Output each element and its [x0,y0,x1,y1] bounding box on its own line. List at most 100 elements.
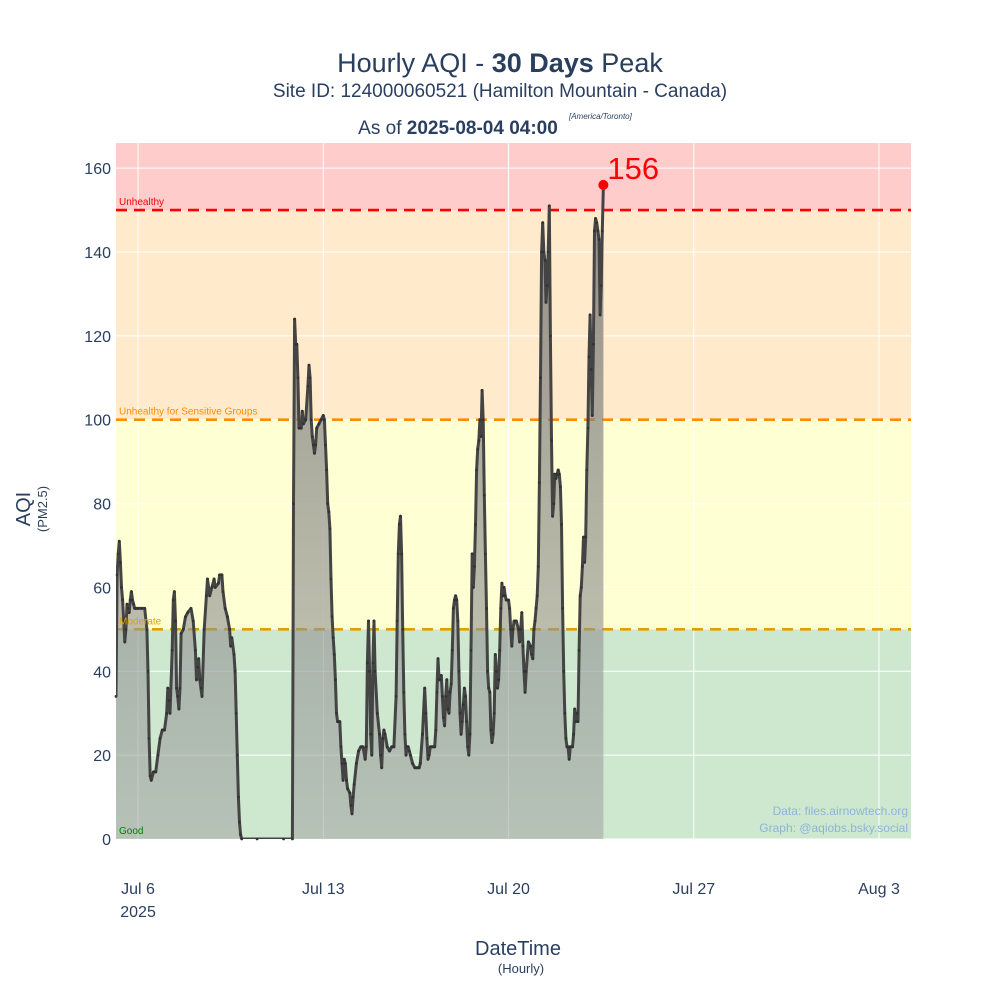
series-point [521,644,525,648]
series-point [454,594,457,598]
as-of-line: As of 2025-08-04 04:00 [358,118,558,139]
band-moderate [116,419,911,630]
series-point [413,766,417,770]
x-tick-label: Aug 3 [858,881,900,898]
series-point [568,745,572,749]
series-point [550,439,553,443]
series-point [221,590,225,593]
series-point [179,632,183,635]
series-point [300,409,304,413]
series-point [199,686,203,690]
series-point [331,636,335,640]
series-point [351,795,355,799]
series-point [567,757,571,761]
series-point [484,552,487,556]
series-point [170,648,174,652]
series-point [511,628,515,631]
series-point [481,418,485,422]
series-point [237,795,240,799]
series-point [576,720,580,723]
series-point [493,653,497,656]
series-point [147,737,151,740]
y-tick-label: 0 [102,832,111,849]
series-point [524,669,528,673]
series-point [529,644,532,648]
series-point [160,728,164,732]
series-point [446,707,450,711]
series-point [564,737,568,740]
series-point [518,640,521,644]
series-point [530,653,534,656]
series-point [315,426,319,430]
series-point [527,640,530,644]
series-point [191,619,195,623]
series-point [363,757,367,761]
timezone-label: [America/Toronto] [568,112,633,121]
series-point [206,577,209,581]
series-point [394,695,398,698]
series-point [587,355,591,359]
series-point [181,628,185,631]
series-point [519,628,523,631]
series-point [378,732,381,736]
series-point [475,468,478,472]
series-point [380,766,384,770]
band-label: Unhealthy [119,197,164,208]
series-point [314,443,317,447]
series-point [282,837,285,841]
series-point [495,669,498,673]
series-point [212,577,216,581]
series-point [441,695,444,698]
series-point [194,648,197,652]
series-point [459,732,463,736]
series-point [500,581,504,585]
series-point [445,678,449,682]
series-point [520,611,524,614]
band-label: Unhealthy for Sensitive Groups [119,407,257,418]
peak-value-label: 156 [607,151,659,186]
series-point [369,732,373,736]
series-point [205,594,208,598]
series-point [555,472,559,476]
series-point [293,317,296,321]
series-point [304,418,308,422]
series-point [208,594,212,598]
series-point [400,552,403,556]
band-label: Good [119,826,143,837]
series-point [119,560,122,564]
series-point [134,607,138,610]
series-point [595,221,599,225]
series-point [121,598,124,602]
series-point [417,766,421,770]
series-point [439,674,443,677]
series-point [388,749,391,753]
series-markers [114,183,605,841]
series-point [152,770,155,774]
series-point [238,820,241,824]
series-point [296,376,300,380]
y-tick-label: 40 [93,664,111,681]
series-point [545,284,549,287]
series-point [366,661,369,665]
series-point [339,745,343,749]
series-point [579,586,583,589]
series-point [317,422,321,426]
series-point [544,300,548,304]
series-point [372,619,376,623]
series-point [406,745,410,749]
series-point [370,753,374,757]
series-point [330,615,334,619]
series-point [125,602,129,606]
series-point [478,418,482,422]
series-point [424,711,428,715]
series-point [116,552,120,556]
series-point [554,477,558,480]
series-point [485,607,488,610]
series-point [255,837,259,841]
series-point [456,619,460,623]
series-point [239,833,243,837]
series-point [291,837,294,841]
series-point [588,313,592,317]
y-tick-label: 140 [84,245,111,262]
